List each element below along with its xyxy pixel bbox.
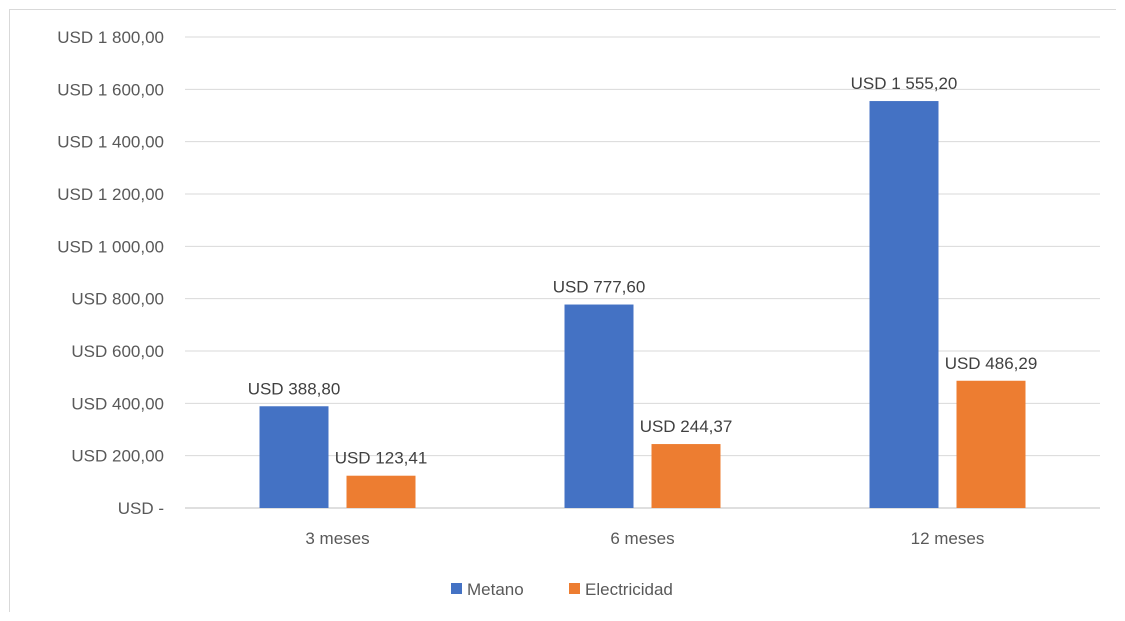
y-tick-label: USD 1 000,00 bbox=[57, 237, 164, 256]
bar-metano bbox=[259, 406, 329, 508]
legend-label-metano: Metano bbox=[467, 580, 524, 599]
data-labels: USD 388,80 USD 123,41 USD 777,60 USD 244,37… bbox=[248, 74, 1038, 468]
y-tick-label: USD 200,00 bbox=[71, 447, 164, 466]
bar-metano bbox=[564, 304, 634, 508]
y-tick-label: USD - bbox=[118, 499, 164, 518]
data-label-metano: USD 388,80 bbox=[248, 379, 341, 398]
x-axis-labels: 3 meses 6 meses 12 meses bbox=[305, 529, 984, 548]
data-label-electricidad: USD 486,29 bbox=[945, 354, 1038, 373]
gridlines bbox=[185, 36, 1100, 509]
data-label-metano: USD 1 555,20 bbox=[851, 74, 958, 93]
data-label-electricidad: USD 123,41 bbox=[335, 449, 428, 468]
data-label-electricidad: USD 244,37 bbox=[640, 417, 733, 436]
bar-electricidad bbox=[346, 475, 416, 508]
y-tick-label: USD 400,00 bbox=[71, 394, 164, 413]
legend-swatch-electricidad bbox=[569, 583, 580, 594]
chart-frame bbox=[9, 9, 1116, 612]
y-axis-labels: USD - USD 200,00 USD 400,00 USD 600,00 USD 8… bbox=[57, 28, 164, 518]
bar-electricidad bbox=[651, 444, 721, 508]
x-tick-label: 3 meses bbox=[305, 529, 369, 548]
legend: Metano Electricidad bbox=[451, 580, 673, 599]
y-tick-label: USD 1 200,00 bbox=[57, 185, 164, 204]
x-tick-label: 12 meses bbox=[911, 529, 985, 548]
legend-label-electricidad: Electricidad bbox=[585, 580, 673, 599]
x-tick-label: 6 meses bbox=[610, 529, 674, 548]
bar-metano bbox=[869, 101, 939, 508]
legend-swatch-metano bbox=[451, 583, 462, 594]
y-tick-label: USD 600,00 bbox=[71, 342, 164, 361]
bar-electricidad bbox=[956, 380, 1026, 508]
y-tick-label: USD 1 600,00 bbox=[57, 80, 164, 99]
bars bbox=[259, 101, 1026, 508]
y-tick-label: USD 800,00 bbox=[71, 290, 164, 309]
y-tick-label: USD 1 800,00 bbox=[57, 28, 164, 47]
y-tick-label: USD 1 400,00 bbox=[57, 133, 164, 152]
data-label-metano: USD 777,60 bbox=[553, 278, 646, 297]
